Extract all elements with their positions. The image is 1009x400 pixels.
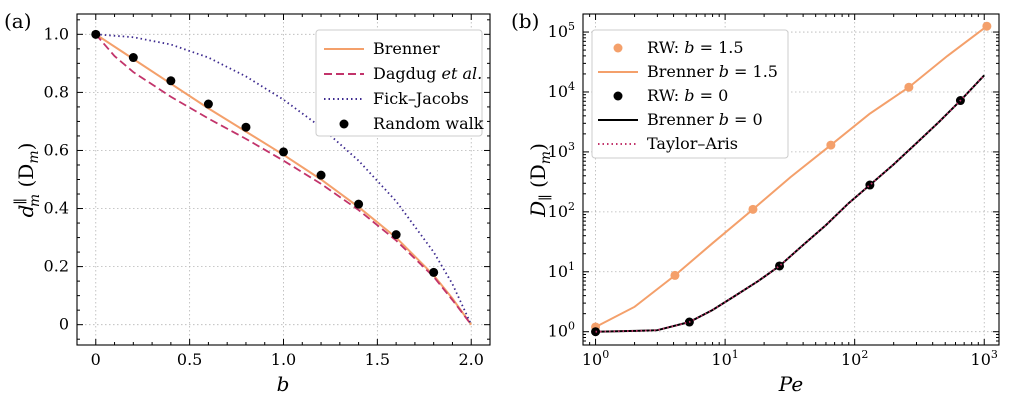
- a-xtick-label-1: 0.5: [177, 350, 202, 369]
- a-xtick-label-4: 2.0: [459, 350, 484, 369]
- a-xtick-label-3: 1.5: [365, 350, 390, 369]
- b-series-3-line: [595, 74, 985, 333]
- a-ytick-label-4: 0.8: [44, 82, 69, 101]
- a-series-3-point-2: [166, 76, 176, 86]
- legend-b-label-4: Taylor–Aris: [647, 134, 738, 153]
- panel-a-legend-box: [315, 29, 483, 137]
- a-ytick-label-2: 0.4: [44, 199, 69, 218]
- b-series-2-point-0: [591, 327, 601, 337]
- panel-b-series: [591, 21, 992, 337]
- legend-b-label-0: RW: b = 1.5: [647, 38, 744, 57]
- b-xtick-label-1: 101: [711, 348, 738, 369]
- a-series-3-point-5: [279, 147, 288, 157]
- a-ytick-label-5: 1.0: [44, 24, 69, 43]
- a-ytick-label-0: 0: [59, 315, 69, 334]
- panel-a-ylabel: d∥m (Dm): [13, 143, 43, 218]
- b-ytick-label-1: 101: [548, 260, 575, 281]
- a-xtick-label-0: 0: [91, 350, 101, 369]
- legend-b-label-2: RW: b = 0: [647, 86, 728, 105]
- a-ytick-label-3: 0.6: [44, 140, 69, 159]
- a-series-3-point-4: [241, 122, 251, 132]
- b-xtick-label-3: 103: [971, 348, 998, 369]
- a-series-0-line: [95, 33, 473, 326]
- a-series-3-point-8: [391, 230, 401, 240]
- a-series-2-line: [95, 33, 473, 326]
- panel-b-label: (b): [511, 9, 539, 33]
- a-series-3-point-6: [316, 170, 326, 180]
- a-ytick-label-1: 0.2: [44, 257, 69, 276]
- legend-b-label-1: Brenner b = 1.5: [647, 62, 778, 81]
- panel-b-xlabel: Pe: [778, 372, 803, 396]
- b-xtick-label-0: 100: [582, 348, 609, 369]
- panel-a-legend: Brenner Dagdug et al. Fick–Jacobs Random wa…: [315, 29, 484, 137]
- a-xtick-label-2: 1.0: [271, 350, 296, 369]
- legend-b-label-3: Brenner b = 0: [647, 110, 763, 129]
- legend-b-marker-2: [613, 91, 623, 101]
- a-series-3-point-9: [429, 267, 439, 277]
- a-series-3-point-1: [128, 53, 138, 63]
- b-ytick-label-4: 104: [548, 80, 575, 101]
- a-series-3-point-7: [354, 199, 364, 209]
- panel-b-legend: RW: b = 1.5 Brenner b = 1.5 RW: b = 0 Brenn…: [591, 29, 789, 159]
- legend-a-label-3: Random walk: [373, 114, 484, 133]
- b-ytick-label-0: 100: [548, 320, 575, 341]
- b-xtick-label-2: 102: [841, 348, 868, 369]
- b-ytick-label-2: 102: [548, 200, 575, 221]
- panel-a-xlabel: b: [277, 372, 290, 396]
- panel-a-series: [91, 29, 473, 326]
- panel-b-ylabel: D∥ (Dm): [526, 143, 554, 218]
- legend-a-marker-3: [339, 119, 349, 129]
- b-ytick-label-5: 105: [548, 20, 575, 41]
- legend-a-label-1: Dagdug et al.: [373, 64, 482, 83]
- b-series-1-line: [595, 25, 988, 328]
- panel-a-label: (a): [4, 9, 32, 33]
- a-series-3-point-3: [203, 99, 213, 109]
- legend-a-label-0: Brenner: [373, 39, 440, 58]
- panel-a-ticks: 0 0.5 1.0 1.5 2.0 0 0.2 0.4 0.6 0.8 1.0: [44, 14, 490, 369]
- a-series-1-line: [95, 33, 472, 326]
- legend-b-marker-0: [613, 43, 623, 53]
- panel-b-legend-box: [591, 29, 789, 159]
- a-series-3-point-0: [91, 29, 101, 39]
- panel-b-frame: [582, 13, 1000, 346]
- legend-a-label-2: Fick–Jacobs: [373, 89, 469, 108]
